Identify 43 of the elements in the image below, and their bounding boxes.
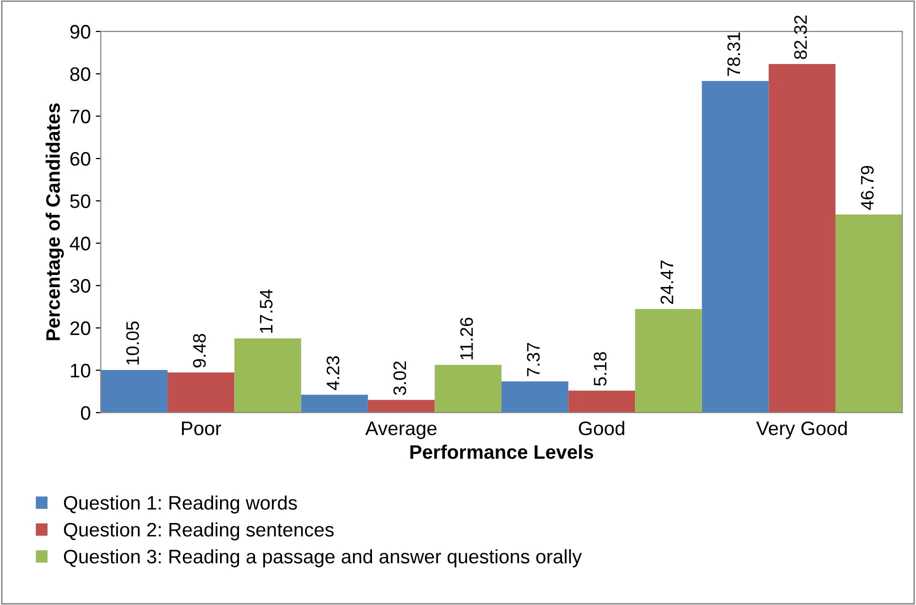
bar bbox=[434, 364, 502, 413]
x-tick-label: Poor bbox=[182, 422, 222, 436]
data-label: 7.37 bbox=[526, 342, 540, 376]
y-tick-label: 90 bbox=[70, 24, 90, 39]
legend-label: Question 1: Reading words bbox=[64, 495, 297, 514]
y-tick-label: 40 bbox=[70, 236, 90, 250]
bar bbox=[568, 390, 636, 413]
x-tick-label: Very Good bbox=[756, 420, 847, 440]
data-label: 78.31 bbox=[727, 32, 740, 76]
y-tick-label: 60 bbox=[70, 152, 90, 166]
data-label: 17.54 bbox=[260, 290, 273, 333]
bar bbox=[368, 400, 435, 413]
bar bbox=[835, 214, 902, 413]
bar bbox=[768, 64, 836, 413]
data-label: 10.05 bbox=[126, 321, 140, 365]
data-label: 9.48 bbox=[193, 334, 206, 368]
bar bbox=[635, 308, 702, 413]
bar bbox=[502, 381, 568, 413]
legend-label: Question 2: Reading sentences bbox=[64, 522, 334, 540]
y-tick-label: 50 bbox=[70, 194, 90, 208]
y-tick-label: 70 bbox=[70, 110, 90, 124]
bar bbox=[301, 394, 368, 413]
data-label: 3.02 bbox=[393, 361, 406, 395]
data-label: 11.26 bbox=[460, 318, 473, 360]
legend-label: Question 3: Reading a passage and answer questions orally bbox=[64, 549, 582, 568]
x-tick-label: Good bbox=[578, 420, 624, 436]
x-tick-label: Average bbox=[365, 422, 436, 440]
x-axis-title: Performance Levels bbox=[410, 444, 594, 459]
y-tick-label: 30 bbox=[70, 279, 90, 293]
bar bbox=[702, 80, 769, 413]
bar bbox=[234, 338, 302, 413]
y-tick-label: 20 bbox=[70, 321, 90, 336]
data-label: 24.47 bbox=[660, 260, 674, 304]
data-label: 4.23 bbox=[326, 356, 340, 390]
y-tick-label: 10 bbox=[70, 364, 90, 378]
data-label: 82.32 bbox=[794, 16, 807, 60]
y-tick-label: 0 bbox=[80, 406, 90, 420]
data-label: 46.79 bbox=[860, 166, 874, 210]
data-label: 5.18 bbox=[594, 352, 607, 386]
y-tick-label: 80 bbox=[70, 67, 90, 82]
bar bbox=[100, 370, 168, 413]
bar bbox=[168, 372, 234, 413]
y-axis-title: Percentage of Candidates bbox=[46, 103, 64, 340]
